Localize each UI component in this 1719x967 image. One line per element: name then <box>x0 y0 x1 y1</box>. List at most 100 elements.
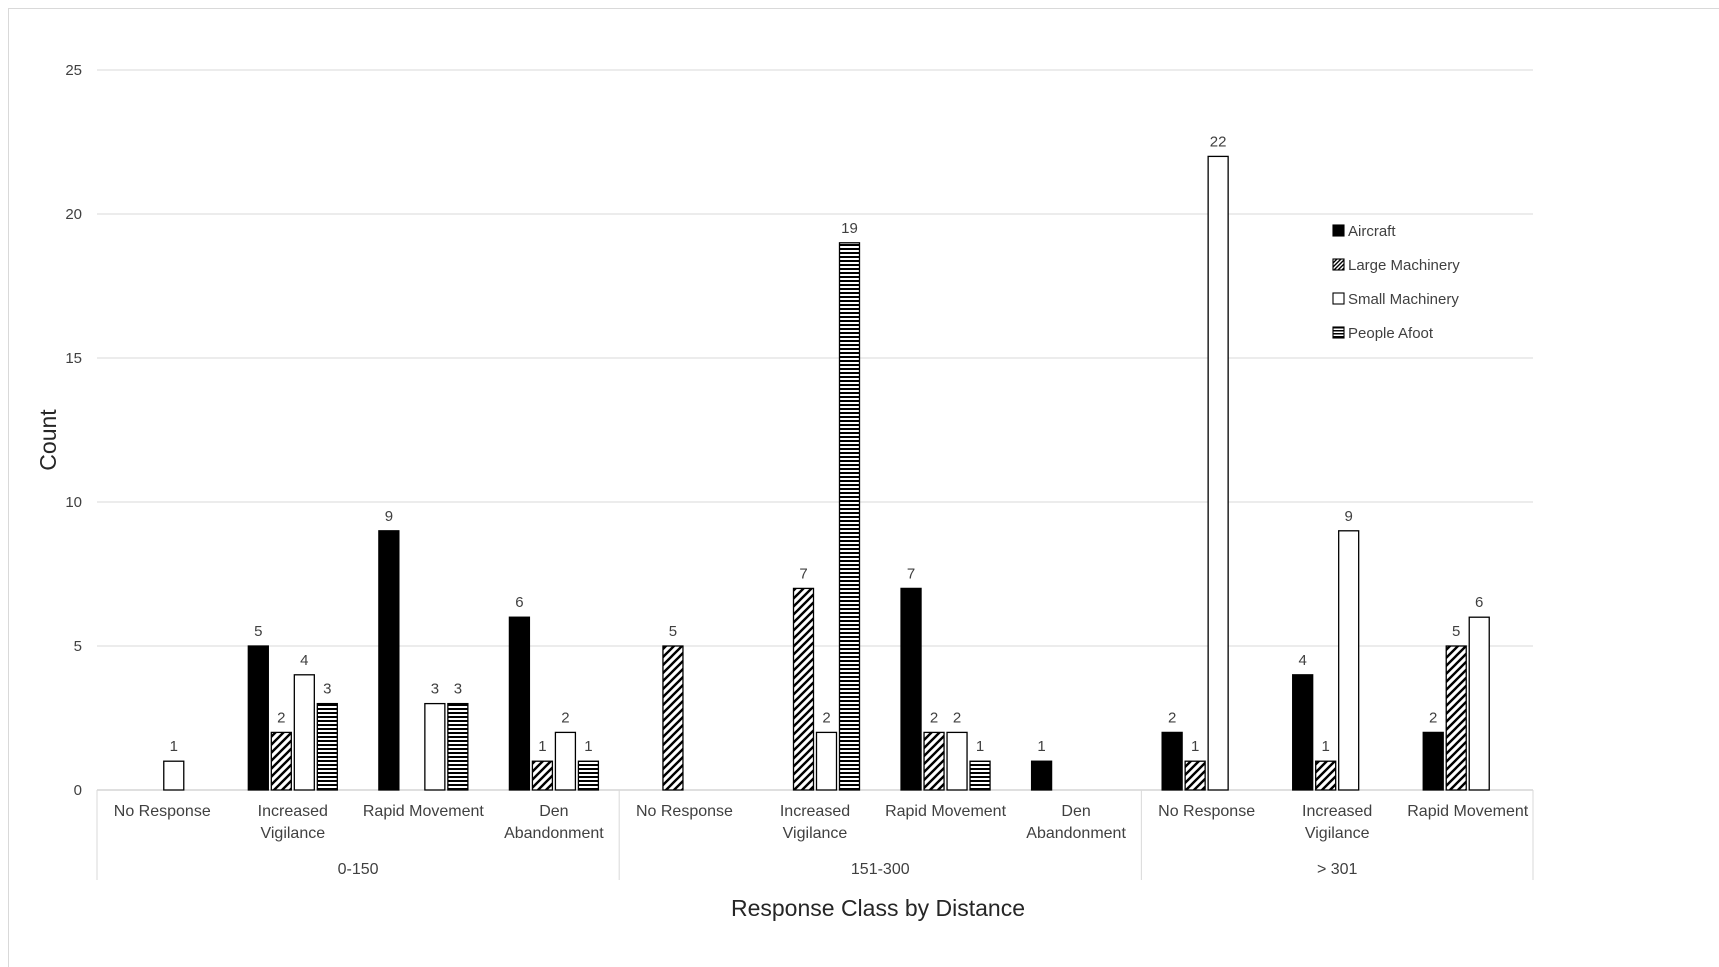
bar-large-machinery <box>1315 760 1337 791</box>
data-label: 3 <box>454 681 462 698</box>
bar-people-afoot <box>969 760 991 791</box>
data-label: 1 <box>538 738 546 755</box>
y-tick-label: 10 <box>65 494 82 511</box>
data-label: 6 <box>1475 594 1483 611</box>
data-label: 1 <box>170 738 178 755</box>
bar-aircraft <box>900 587 922 791</box>
data-label: 7 <box>799 565 807 582</box>
bar-large-machinery <box>923 731 945 791</box>
y-tick-label: 15 <box>65 350 82 367</box>
data-label: 2 <box>822 709 830 726</box>
x-category-label: Abandonment <box>1026 825 1126 842</box>
data-label: 9 <box>385 508 393 525</box>
data-label: 9 <box>1345 508 1353 525</box>
bar-small-machinery <box>424 702 446 791</box>
bar-large-machinery <box>662 645 684 791</box>
bar-aircraft <box>1292 674 1314 791</box>
x-category-label: Rapid Movement <box>363 803 485 820</box>
x-category-label: Rapid Movement <box>1407 803 1529 820</box>
data-label: 7 <box>907 565 915 582</box>
x-category-label: Den <box>539 803 568 820</box>
bar-aircraft <box>1030 760 1053 791</box>
bar-aircraft <box>1161 731 1183 791</box>
y-tick-label: 5 <box>74 638 82 655</box>
x-category-label: No Response <box>1158 803 1255 820</box>
bar-people-afoot <box>316 702 338 791</box>
bar-people-afoot <box>577 760 600 791</box>
legend-swatch <box>1332 292 1345 305</box>
data-label: 4 <box>1299 652 1307 669</box>
data-label: 2 <box>561 709 569 726</box>
legend: Aircraft Large Machinery Small Machinery Pe… <box>1332 223 1460 342</box>
x-category-label: Den <box>1061 803 1090 820</box>
x-category-label: Vigilance <box>260 825 325 842</box>
x-category-label: Abandonment <box>504 825 604 842</box>
data-label: 5 <box>254 623 262 640</box>
bar-people-afoot <box>838 242 861 791</box>
bars <box>163 155 1490 791</box>
data-label: 2 <box>1429 709 1437 726</box>
bar-small-machinery <box>163 760 185 791</box>
data-label: 5 <box>1452 623 1460 640</box>
bar-large-machinery <box>1184 760 1206 791</box>
legend-swatch <box>1332 224 1345 237</box>
x-axis-categories: No Response Increased Vigilance Rapid Movem… <box>96 790 1534 880</box>
data-label: 1 <box>976 738 984 755</box>
data-label: 2 <box>277 709 285 726</box>
legend-label: Small Machinery <box>1348 291 1459 308</box>
bar-aircraft <box>1422 731 1444 791</box>
x-group-label: 0-150 <box>338 861 379 878</box>
data-label: 2 <box>1168 709 1176 726</box>
data-label: 4 <box>300 652 308 669</box>
x-category-label: Increased <box>1302 803 1372 820</box>
legend-label: Large Machinery <box>1348 257 1460 274</box>
data-label: 3 <box>431 681 439 698</box>
data-label: 6 <box>515 594 523 611</box>
x-category-label: Vigilance <box>783 825 848 842</box>
data-label: 5 <box>669 623 677 640</box>
x-group-label: > 301 <box>1317 861 1358 878</box>
data-label: 19 <box>841 220 858 237</box>
data-label: 1 <box>584 738 592 755</box>
y-axis-ticks: 0 5 10 15 20 25 <box>65 62 82 799</box>
legend-swatch <box>1332 258 1345 271</box>
x-category-label: Increased <box>780 803 850 820</box>
y-tick-label: 25 <box>65 62 82 79</box>
bar-small-machinery <box>815 731 838 791</box>
legend-swatch <box>1332 326 1345 339</box>
x-category-label: Rapid Movement <box>885 803 1007 820</box>
data-label: 2 <box>953 709 961 726</box>
data-label: 2 <box>930 709 938 726</box>
bar-small-machinery <box>1338 530 1360 791</box>
x-category-label: No Response <box>114 803 211 820</box>
x-group-label: 151-300 <box>851 861 910 878</box>
y-axis-title: Count <box>35 409 61 471</box>
bar-aircraft <box>378 530 400 791</box>
bar-large-machinery <box>792 587 815 791</box>
bar-small-machinery <box>293 674 315 791</box>
x-axis-title: Response Class by Distance <box>731 895 1025 921</box>
y-tick-label: 20 <box>65 206 82 223</box>
data-label: 1 <box>1191 738 1199 755</box>
bar-aircraft <box>247 645 269 791</box>
bar-large-machinery <box>270 731 292 791</box>
data-label: 1 <box>1322 738 1330 755</box>
legend-label: People Afoot <box>1348 325 1434 342</box>
x-category-label: Vigilance <box>1305 825 1370 842</box>
bar-small-machinery <box>554 731 577 791</box>
x-category-label: No Response <box>636 803 733 820</box>
x-category-label: Increased <box>258 803 328 820</box>
bar-large-machinery <box>1445 645 1467 791</box>
y-tick-label: 0 <box>74 782 82 799</box>
bar-small-machinery <box>1207 155 1229 791</box>
bar-small-machinery <box>1468 616 1490 791</box>
data-label: 22 <box>1210 133 1227 150</box>
data-label: 1 <box>1037 738 1045 755</box>
bar-small-machinery <box>946 731 968 791</box>
chart-frame <box>8 8 1719 967</box>
legend-label: Aircraft <box>1348 223 1396 240</box>
bar-people-afoot <box>447 702 469 791</box>
bar-aircraft <box>508 616 531 791</box>
